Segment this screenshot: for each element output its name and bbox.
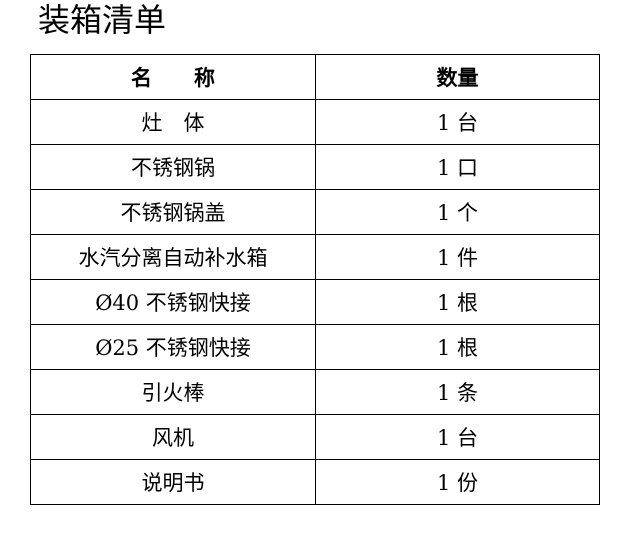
- table-row: 水汽分离自动补水箱 1 件: [30, 234, 600, 280]
- item-quantity: 1 根: [315, 324, 600, 370]
- table-row: 引火棒 1 条: [30, 369, 600, 415]
- table-row: 说明书 1 份: [30, 459, 600, 505]
- item-quantity: 1 件: [315, 234, 600, 280]
- item-quantity: 1 个: [315, 189, 600, 235]
- item-name: Ø25 不锈钢快接: [30, 324, 316, 370]
- item-name: 风机: [30, 414, 316, 460]
- item-name: Ø40 不锈钢快接: [30, 279, 316, 325]
- table-row: Ø40 不锈钢快接 1 根: [30, 279, 600, 325]
- item-quantity: 1 根: [315, 279, 600, 325]
- table-row: 风机 1 台: [30, 414, 600, 460]
- item-quantity: 1 台: [315, 414, 600, 460]
- item-name: 说明书: [30, 459, 316, 505]
- item-name: 不锈钢锅盖: [30, 189, 316, 235]
- item-quantity: 1 份: [315, 459, 600, 505]
- table-row: 不锈钢锅盖 1 个: [30, 189, 600, 235]
- table-row: 不锈钢锅 1 口: [30, 144, 600, 190]
- header-quantity: 数量: [315, 54, 600, 100]
- table-header-row: 名 称 数量: [30, 54, 600, 100]
- item-name: 不锈钢锅: [30, 144, 316, 190]
- page-title: 装箱清单: [38, 1, 167, 39]
- item-name: 灶 体: [30, 99, 316, 145]
- item-name: 水汽分离自动补水箱: [30, 234, 316, 280]
- table-row: Ø25 不锈钢快接 1 根: [30, 324, 600, 370]
- item-quantity: 1 条: [315, 369, 600, 415]
- item-quantity: 1 口: [315, 144, 600, 190]
- header-name: 名 称: [30, 54, 316, 100]
- item-name: 引火棒: [30, 369, 316, 415]
- item-quantity: 1 台: [315, 99, 600, 145]
